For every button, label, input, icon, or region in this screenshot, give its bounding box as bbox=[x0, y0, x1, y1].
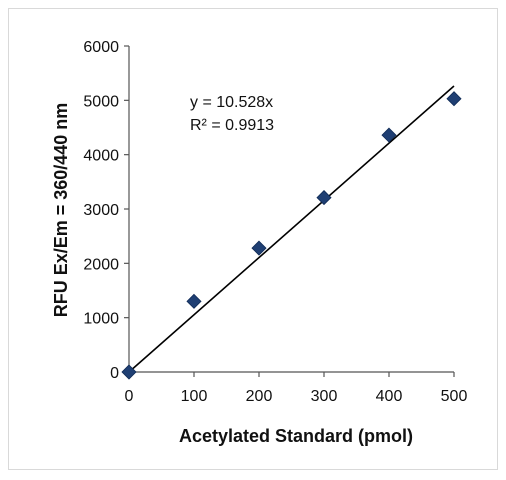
y-tick-label: 1000 bbox=[83, 311, 119, 328]
r-squared-label: R² = 0.9913 bbox=[190, 117, 274, 134]
y-tick-label: 2000 bbox=[83, 256, 119, 273]
y-tick-label: 6000 bbox=[83, 39, 119, 56]
y-axis-title: RFU Ex/Em = 360/440 nm bbox=[51, 103, 71, 318]
axes bbox=[128, 46, 454, 373]
x-tick-label: 0 bbox=[125, 388, 134, 405]
trendline bbox=[128, 85, 455, 373]
data-point bbox=[446, 91, 462, 107]
y-tick-label: 5000 bbox=[83, 93, 119, 110]
trendline-equation: y = 10.528x bbox=[190, 94, 273, 111]
x-tick-label: 400 bbox=[376, 388, 403, 405]
y-tick-label: 0 bbox=[110, 365, 119, 382]
data-point bbox=[186, 293, 202, 309]
data-point bbox=[251, 240, 267, 256]
data-point bbox=[316, 190, 332, 206]
x-axis-title: Acetylated Standard (pmol) bbox=[179, 426, 413, 446]
data-point bbox=[121, 364, 137, 380]
x-tick-label: 200 bbox=[246, 388, 273, 405]
data-points bbox=[121, 91, 462, 380]
x-tick-label: 500 bbox=[441, 388, 468, 405]
chart-frame bbox=[8, 8, 498, 470]
y-axis-ticks: 0 1000 2000 3000 4000 5000 6000 bbox=[83, 39, 129, 382]
y-tick-label: 4000 bbox=[83, 148, 119, 165]
x-axis-ticks: 0 100 200 300 400 500 bbox=[125, 372, 468, 405]
y-tick-label: 3000 bbox=[83, 202, 119, 219]
x-tick-label: 100 bbox=[181, 388, 208, 405]
x-tick-label: 300 bbox=[311, 388, 338, 405]
data-point bbox=[381, 127, 397, 143]
